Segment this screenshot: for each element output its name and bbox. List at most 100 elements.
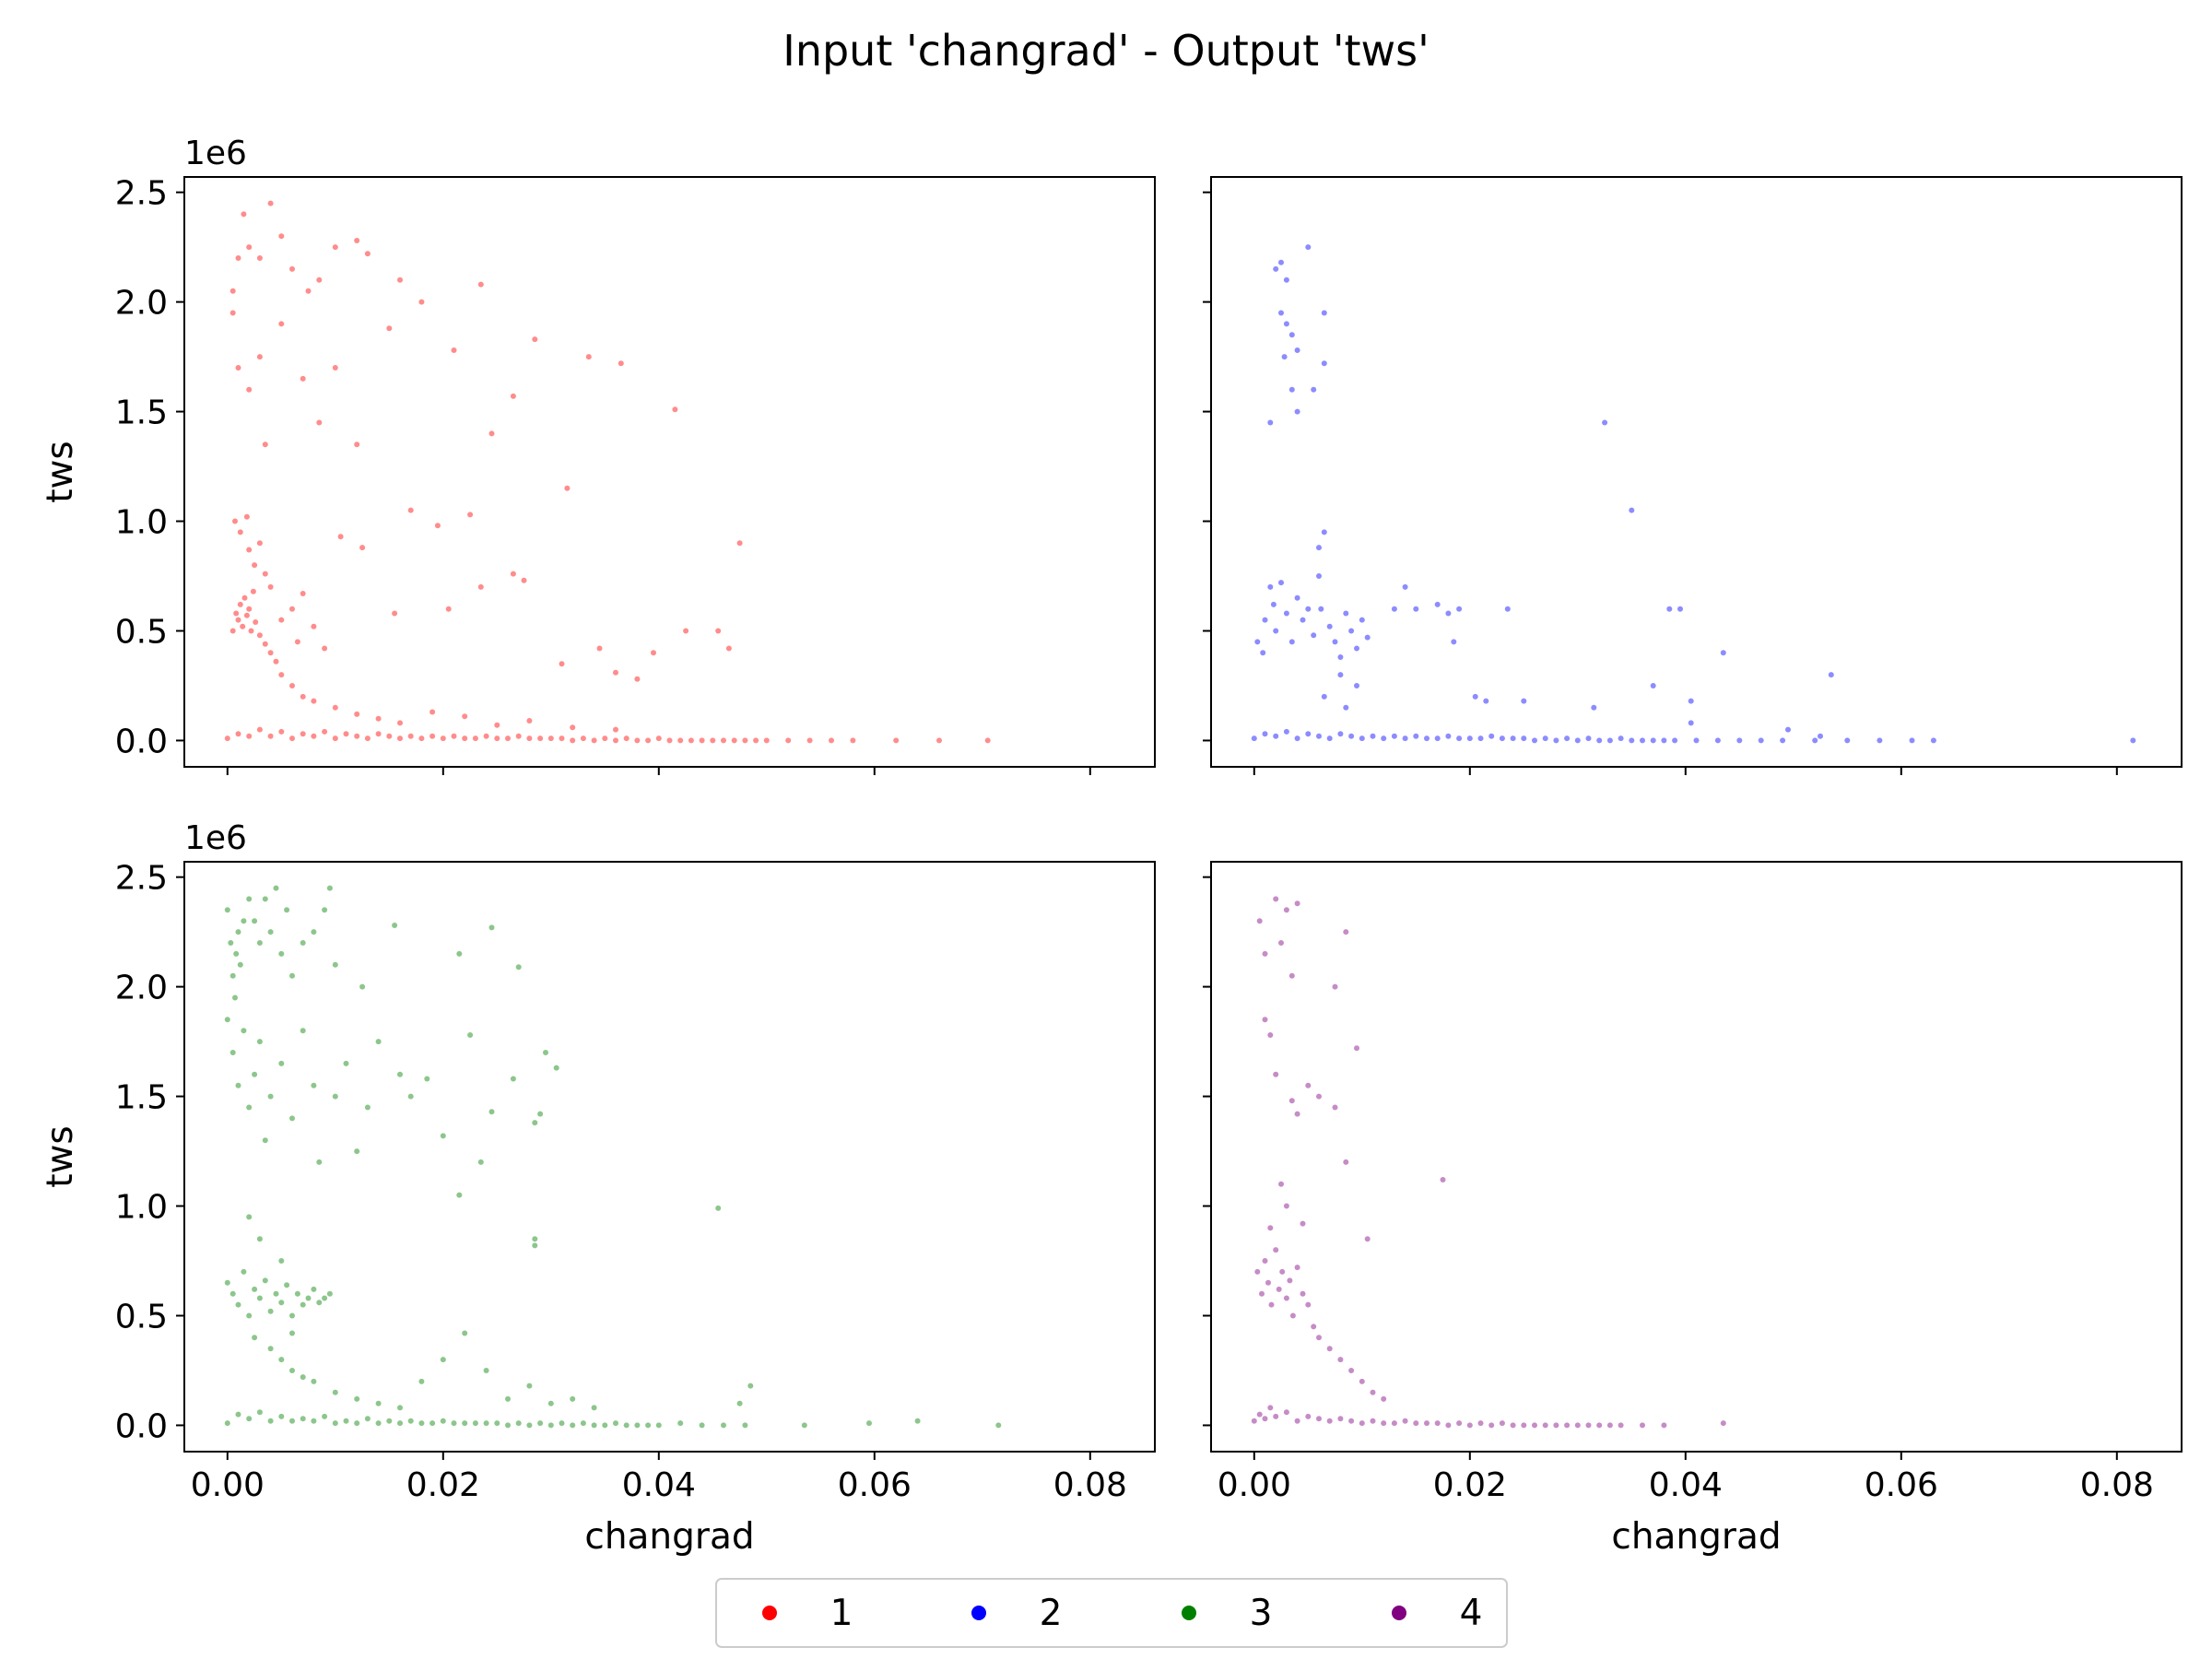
y-tick-label: 2.5 (115, 175, 168, 213)
data-point (332, 1389, 338, 1395)
data-point (1499, 735, 1505, 742)
data-point (1278, 940, 1284, 946)
legend-marker (971, 1606, 986, 1620)
data-point (559, 661, 565, 667)
data-point (543, 1050, 548, 1055)
data-point (278, 672, 285, 678)
data-point (289, 1312, 295, 1319)
data-point (1677, 606, 1683, 612)
figure-title: Input 'changrad' - Output 'tws' (782, 26, 1429, 76)
data-point (1596, 1422, 1603, 1429)
data-point (1305, 1082, 1312, 1088)
data-point (651, 650, 656, 656)
data-point (322, 728, 328, 735)
data-point (359, 545, 366, 551)
data-point (570, 724, 576, 731)
data-point (267, 650, 274, 656)
legend-marker (1182, 1606, 1196, 1620)
data-point (1354, 683, 1359, 688)
data-point (1259, 1290, 1265, 1297)
data-point (300, 591, 306, 596)
data-point (235, 731, 241, 737)
data-point (1844, 737, 1851, 744)
data-point (456, 1192, 463, 1198)
data-point (742, 737, 748, 744)
data-point (1629, 507, 1635, 513)
data-point (407, 733, 414, 739)
data-point (570, 1422, 576, 1429)
data-point (1267, 419, 1274, 426)
data-point (1666, 606, 1673, 612)
data-point (224, 1420, 230, 1427)
data-point (1688, 698, 1694, 704)
data-point (311, 929, 317, 935)
data-point (537, 1420, 544, 1427)
data-point (252, 1071, 258, 1077)
data-point (1413, 1420, 1419, 1427)
data-point (666, 737, 673, 744)
data-point (1288, 332, 1295, 338)
panels: 0.0 0.5 1.0 1.5 2.0 2.5 1e6 tws 0.00 0.02 0.04 0.06… (40, 135, 2183, 1558)
data-point (731, 737, 737, 744)
data-point (526, 735, 533, 742)
data-point (1483, 698, 1489, 704)
data-point (1542, 1422, 1548, 1429)
data-point (1532, 1422, 1537, 1429)
data-point (467, 1032, 474, 1038)
data-point (311, 698, 317, 704)
data-point (1354, 1045, 1359, 1052)
data-point (1311, 1324, 1317, 1330)
data-point (613, 1420, 618, 1427)
data-point (559, 735, 565, 742)
data-point (742, 1422, 748, 1429)
data-point (553, 1065, 559, 1071)
data-point (235, 1082, 241, 1088)
data-point (392, 610, 398, 617)
data-point (1402, 1418, 1408, 1424)
data-point (1267, 1032, 1274, 1038)
data-point (477, 583, 484, 590)
data-point (510, 393, 516, 399)
data-point (267, 1093, 274, 1100)
data-point (1343, 704, 1349, 711)
data-point (332, 365, 338, 371)
data-point (262, 571, 268, 577)
data-point (392, 923, 398, 928)
data-point (1466, 735, 1473, 742)
data-point (1283, 907, 1289, 913)
data-point (1445, 733, 1452, 739)
data-point (655, 1422, 662, 1429)
y-tick-label: 0.0 (115, 1407, 168, 1445)
data-point (246, 896, 253, 902)
data-point (445, 606, 452, 612)
data-point (1818, 733, 1823, 739)
data-point (1650, 737, 1656, 744)
legend-label: 1 (830, 1593, 853, 1634)
data-point (1828, 672, 1834, 678)
data-point (243, 513, 250, 520)
data-point (488, 430, 495, 437)
data-point (472, 1420, 478, 1427)
x-axis-label: changrad (1611, 1516, 1781, 1558)
data-point (407, 507, 414, 513)
data-point (311, 1286, 317, 1292)
data-point (241, 1268, 247, 1275)
data-point (721, 737, 726, 744)
data-point (1273, 1071, 1279, 1077)
data-point (1265, 1279, 1271, 1286)
data-point (1661, 737, 1667, 744)
data-point (229, 628, 236, 634)
data-point (359, 983, 366, 990)
data-point (397, 1405, 403, 1411)
legend-entry-4: 4 (1392, 1593, 1482, 1634)
data-point (866, 1420, 872, 1427)
data-point (1553, 737, 1559, 744)
data-point (747, 1382, 754, 1389)
data-point (1343, 1159, 1349, 1165)
data-point (1348, 1418, 1355, 1424)
data-point (995, 1422, 1002, 1429)
data-point (289, 1368, 295, 1373)
data-point (262, 1277, 268, 1284)
data-point (289, 972, 295, 979)
legend-label: 2 (1040, 1593, 1063, 1634)
